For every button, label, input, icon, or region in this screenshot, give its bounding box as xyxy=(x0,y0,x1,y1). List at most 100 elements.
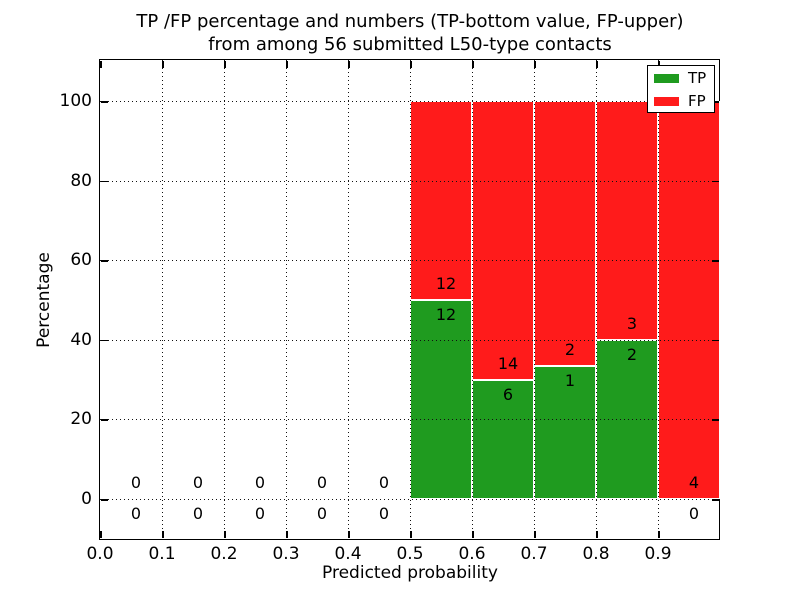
annotation-fp-count: 3 xyxy=(626,313,638,333)
annotation-tp-count: 0 xyxy=(254,504,266,523)
annotation-fp-count: 2 xyxy=(564,340,576,360)
annotation-tp-count: 12 xyxy=(435,305,457,324)
y-tick-mark xyxy=(101,499,108,501)
bar-fp-segment xyxy=(658,101,720,499)
x-tick-mark xyxy=(658,61,660,68)
legend-label-fp: FP xyxy=(688,92,706,110)
legend-item-tp: TP xyxy=(648,67,714,89)
x-tick-mark xyxy=(410,531,412,538)
x-tick-label: 0.7 xyxy=(520,544,548,564)
y-tick-label: 100 xyxy=(59,91,92,111)
x-tick-label: 0.2 xyxy=(210,544,238,564)
gridline-horizontal xyxy=(100,419,720,421)
y-tick-mark xyxy=(712,339,719,342)
gridline-vertical xyxy=(472,60,473,539)
annotation-tp-count: 1 xyxy=(564,371,576,391)
y-tick-mark xyxy=(101,260,108,262)
annotation-fp-count: 0 xyxy=(378,473,390,492)
annotation-fp-count: 0 xyxy=(130,473,142,492)
x-tick-mark xyxy=(472,61,474,68)
annotation-fp-count: 12 xyxy=(435,274,457,293)
annotation-tp-count: 0 xyxy=(378,504,390,523)
gridline-vertical xyxy=(658,60,659,539)
y-tick-label: 40 xyxy=(70,329,92,350)
annotation-tp-count: 2 xyxy=(626,344,638,364)
y-tick-mark xyxy=(712,260,719,262)
y-tick-mark xyxy=(712,499,719,501)
y-axis-label: Percentage xyxy=(34,252,54,348)
x-tick-label: 0.1 xyxy=(148,544,176,564)
x-tick-label: 0.5 xyxy=(396,544,424,564)
x-tick-mark xyxy=(658,531,660,538)
x-tick-mark xyxy=(472,531,474,538)
x-tick-label: 0.0 xyxy=(86,544,114,564)
x-tick-label: 0.9 xyxy=(644,544,672,564)
y-tick-mark xyxy=(712,180,719,183)
bar-tp-segment xyxy=(534,366,596,499)
gridline-horizontal xyxy=(100,499,720,500)
annotation-tp-count: 6 xyxy=(502,384,514,404)
x-tick-mark xyxy=(100,531,102,538)
y-tick-label: 80 xyxy=(70,170,92,191)
x-tick-mark xyxy=(162,61,164,68)
fp-color-swatch xyxy=(654,96,679,106)
chart-title-line1: TP /FP percentage and numbers (TP-bottom… xyxy=(136,11,684,32)
legend-item-fp: FP xyxy=(648,90,714,112)
gridline-vertical xyxy=(224,60,225,539)
x-tick-mark xyxy=(596,61,598,68)
bar-fp-segment xyxy=(596,101,658,340)
annotation-fp-count: 0 xyxy=(316,473,328,492)
annotation-tp-count: 0 xyxy=(192,504,204,523)
gridline-vertical xyxy=(348,60,349,539)
annotation-tp-count: 0 xyxy=(316,504,328,523)
x-tick-label: 0.3 xyxy=(272,544,300,564)
x-tick-mark xyxy=(224,531,226,538)
legend: TP FP xyxy=(647,65,715,113)
x-tick-mark xyxy=(348,531,350,538)
bar-fp-segment xyxy=(410,101,472,300)
x-tick-mark xyxy=(286,61,288,68)
gridline-vertical xyxy=(286,60,287,539)
y-tick-mark xyxy=(101,419,108,421)
y-tick-mark xyxy=(712,101,719,103)
legend-label-tp: TP xyxy=(688,69,707,87)
y-tick-mark xyxy=(101,339,108,342)
gridline-horizontal xyxy=(100,180,720,182)
tp-color-swatch xyxy=(654,73,679,83)
bar-tp-segment xyxy=(410,300,472,499)
annotation-tp-count: 0 xyxy=(130,504,142,523)
annotation-tp-count: 0 xyxy=(688,504,700,523)
x-tick-mark xyxy=(410,61,412,68)
x-tick-mark xyxy=(162,531,164,538)
x-tick-mark xyxy=(348,61,350,68)
y-tick-mark xyxy=(712,419,719,421)
annotation-fp-count: 0 xyxy=(192,473,204,492)
x-tick-mark xyxy=(596,531,598,538)
x-tick-label: 0.8 xyxy=(582,544,610,564)
y-tick-label: 60 xyxy=(70,250,92,271)
x-tick-mark xyxy=(534,531,536,538)
annotation-fp-count: 4 xyxy=(688,473,700,492)
annotation-fp-count: 14 xyxy=(497,353,519,373)
x-axis-label: Predicted probability xyxy=(322,563,498,583)
gridline-vertical xyxy=(162,60,163,539)
gridline-horizontal xyxy=(100,101,720,102)
y-tick-label: 20 xyxy=(70,409,92,430)
bar-fp-segment xyxy=(534,101,596,367)
chart-title: TP /FP percentage and numbers (TP-bottom… xyxy=(100,10,720,56)
annotation-fp-count: 0 xyxy=(254,473,266,492)
x-tick-mark xyxy=(100,61,102,68)
x-tick-mark xyxy=(534,61,536,68)
x-tick-label: 0.4 xyxy=(334,544,362,564)
gridline-vertical xyxy=(596,60,597,539)
gridline-vertical xyxy=(534,60,535,539)
gridline-horizontal xyxy=(100,260,720,262)
bar-tp-segment xyxy=(472,379,534,499)
y-tick-mark xyxy=(101,101,108,103)
x-tick-label: 0.6 xyxy=(458,544,486,564)
gridline-horizontal xyxy=(100,339,720,341)
x-tick-mark xyxy=(224,61,226,68)
chart-title-line2: from among 56 submitted L50-type contact… xyxy=(208,34,612,55)
gridline-vertical xyxy=(410,60,411,539)
